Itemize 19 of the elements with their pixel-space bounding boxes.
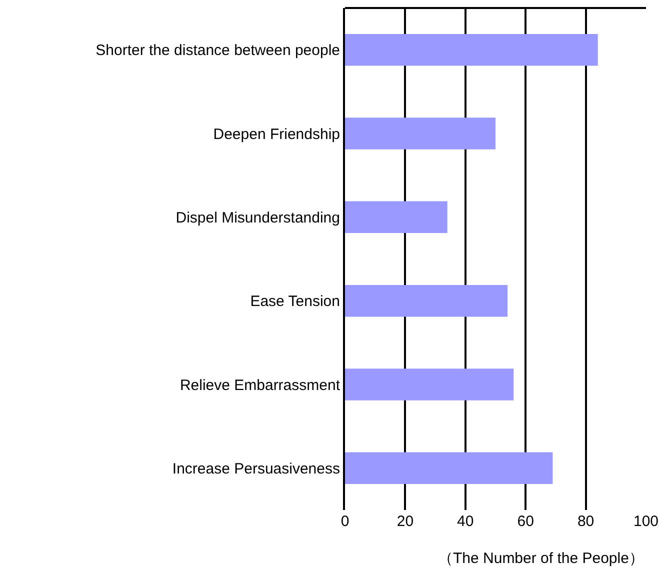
bar: [345, 368, 514, 400]
y-tick-label: Relieve Embarrassment: [180, 376, 341, 394]
bar: [345, 118, 496, 150]
x-axis-title: （The Number of the People）: [438, 550, 644, 567]
y-tick-label: Deepen Friendship: [213, 126, 340, 143]
x-tick-label: 20: [396, 513, 414, 530]
y-tick-label: Shorter the distance between people: [96, 42, 340, 60]
x-tick-label: 100: [633, 513, 659, 530]
y-tick-label: Ease Tension: [250, 293, 340, 310]
bar: [345, 34, 598, 66]
x-tick-label: 40: [457, 513, 474, 530]
bar: [345, 201, 448, 234]
x-tick-label: 60: [517, 513, 534, 530]
bar: [345, 284, 508, 317]
bar: [345, 452, 553, 484]
y-tick-label: Increase Persuasiveness: [172, 460, 340, 478]
x-tick-label: 0: [340, 513, 350, 530]
x-tick-label: 80: [577, 513, 594, 530]
y-tick-label: Dispel Misunderstanding: [176, 209, 340, 226]
